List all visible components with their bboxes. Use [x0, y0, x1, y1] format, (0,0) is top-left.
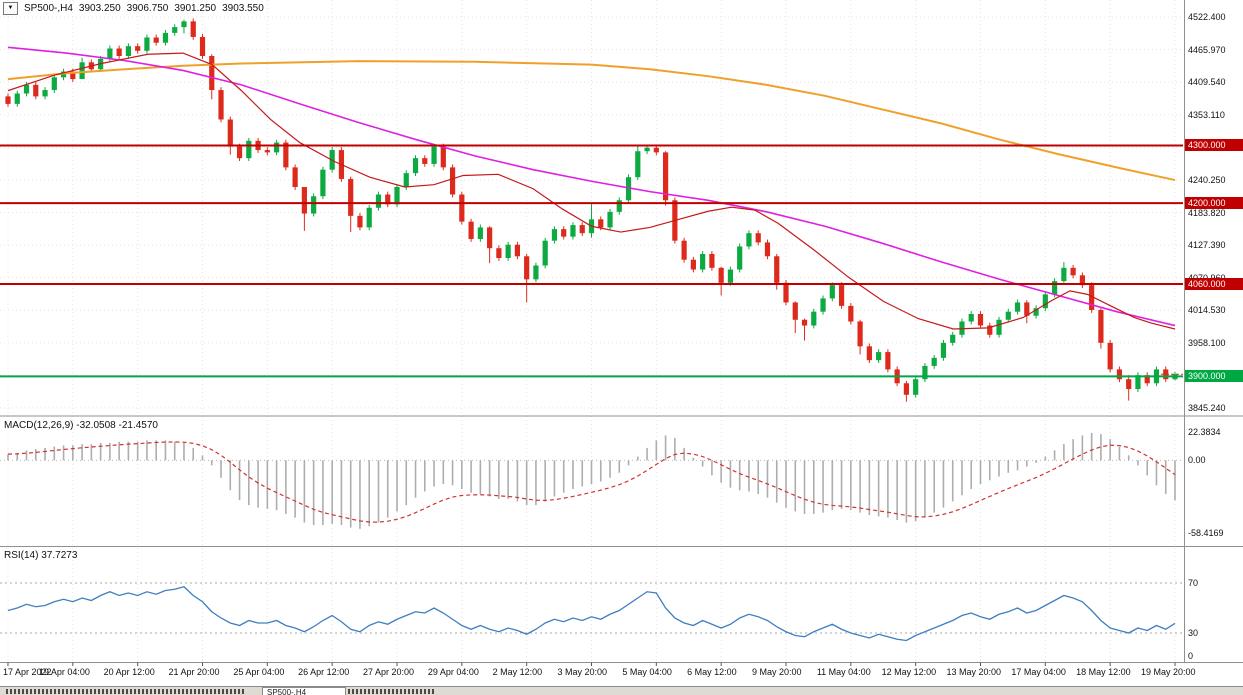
bottom-bar-smudge: [348, 689, 434, 694]
time-axis-label: 21 Apr 20:00: [168, 667, 220, 677]
chart-tab-sp500[interactable]: SP500-,H4: [262, 687, 346, 695]
time-axis-label: 6 May 12:00: [687, 667, 737, 677]
price-axis-label: 4127.390: [1188, 240, 1226, 251]
time-axis-label: 17 May 04:00: [1011, 667, 1066, 677]
price-axis-label: 4465.970: [1188, 44, 1226, 55]
price-axis-label: 4353.110: [1188, 109, 1225, 120]
price-line-badge: 3900.000: [1185, 370, 1243, 383]
ma-slow-orange: [7, 60, 1176, 182]
bottom-bar-smudge: [6, 689, 246, 694]
ohlc-close-value: 3903.550: [222, 3, 264, 14]
time-axis-label: 9 May 20:00: [752, 667, 802, 677]
ma-fast-red: [7, 52, 1176, 330]
price-axis-label: 3845.240: [1188, 402, 1226, 413]
time-axis-label: 19 May 20:00: [1141, 667, 1196, 677]
time-axis-label: 2 May 12:00: [492, 667, 543, 677]
time-axis-label: 12 May 12:00: [881, 667, 937, 677]
time-axis-label: 19 Apr 04:00: [38, 667, 90, 677]
rsi-axis-label: 70: [1188, 578, 1199, 588]
symbol-ohlc-line: ▼ SP500-,H4 3903.250 3906.750 3901.250 3…: [3, 2, 264, 15]
time-axis-label: 11 May 04:00: [816, 667, 871, 677]
macd-indicator-label: MACD(12,26,9) -32.0508 -21.4570: [4, 420, 158, 431]
rsi-line: [7, 586, 1176, 642]
time-axis-label: 17 Apr 2022: [3, 667, 52, 677]
bottom-bar: SP500-,H4: [0, 686, 1243, 695]
rsi-indicator-label: RSI(14) 37.7273: [4, 550, 78, 561]
symbol-title: SP500-,H4: [24, 3, 73, 14]
time-axis-label: 18 May 12:00: [1076, 667, 1131, 677]
time-axis[interactable]: 17 Apr 2022 19 Apr 04:00 20 Apr 12:00 21 Ap…: [0, 665, 1243, 683]
macd-axis-label: 0.00: [1188, 455, 1206, 466]
ohlc-low-value: 3901.250: [174, 3, 217, 14]
ohlc-high-value: 3906.750: [126, 3, 169, 14]
price-line-badge: 4200.000: [1185, 197, 1243, 210]
price-axis-label: 4240.250: [1188, 174, 1226, 185]
time-axis-label: 13 May 20:00: [946, 667, 1002, 677]
price-axis-label: 4014.530: [1188, 305, 1226, 316]
ohlc-open-value: 3903.250: [78, 3, 121, 14]
time-axis-label: 27 Apr 20:00: [363, 667, 415, 677]
macd-signal-line: [7, 441, 1176, 523]
rsi-axis-label: 0: [1188, 651, 1194, 661]
symbol-dropdown-icon[interactable]: ▼: [3, 2, 18, 15]
macd-axis-label: 22.3834: [1188, 427, 1221, 438]
price-axis-label: 4409.540: [1188, 77, 1226, 88]
ma-mid-magenta: [7, 46, 1176, 327]
price-line-badge: 4060.000: [1185, 277, 1243, 290]
rsi-axis-label: 30: [1188, 628, 1199, 638]
time-axis-label: 26 Apr 12:00: [298, 667, 350, 677]
time-axis-label: 25 Apr 04:00: [233, 667, 285, 677]
price-axis-label: 4070.960: [1188, 273, 1226, 283]
price-axis-label: 3958.100: [1188, 337, 1226, 348]
time-axis-label: 29 Apr 04:00: [427, 667, 479, 677]
time-axis-label: 3 May 20:00: [557, 667, 608, 677]
price-axis-label: 4183.820: [1188, 207, 1226, 218]
price-axis[interactable]: 4522.4004465.9704409.5404353.1104296.680…: [1185, 0, 1243, 663]
macd-axis-label: -58.4169: [1188, 528, 1224, 539]
price-axis-label: 4522.400: [1188, 12, 1226, 23]
time-axis-label: 20 Apr 12:00: [103, 667, 155, 677]
time-axis-label: 5 May 04:00: [622, 667, 672, 677]
price-line-badge: 4300.000: [1185, 139, 1243, 152]
